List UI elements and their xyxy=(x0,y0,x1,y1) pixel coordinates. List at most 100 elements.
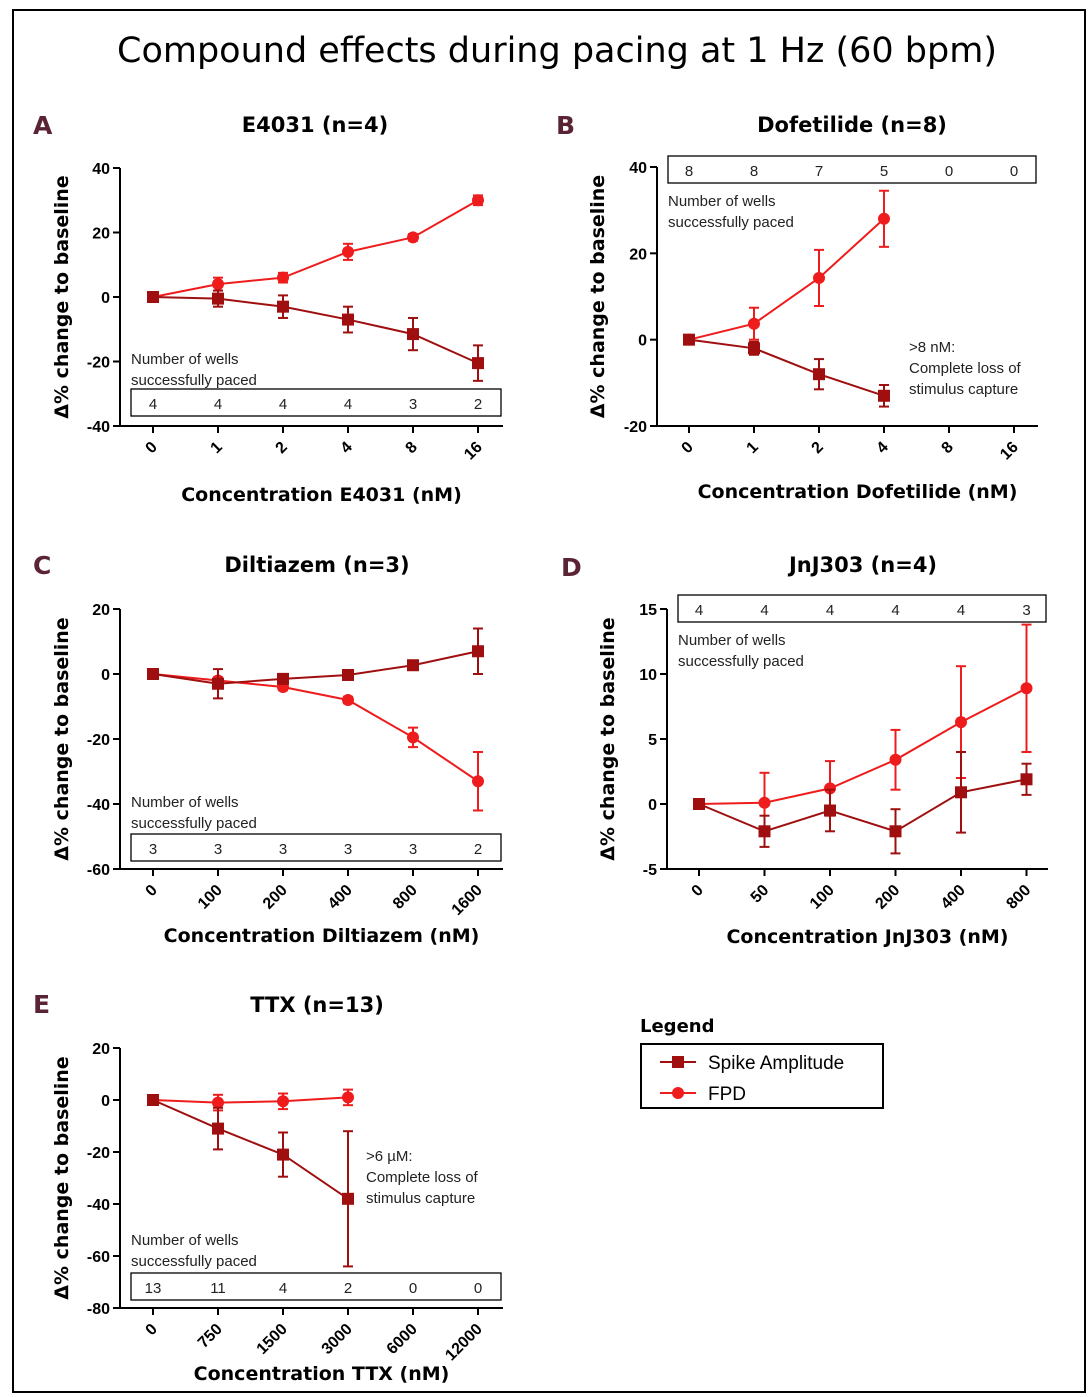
fpd-point xyxy=(342,1091,354,1104)
spike-amplitude-point xyxy=(212,292,224,305)
y-tick-label: 0 xyxy=(638,333,647,350)
legend-box xyxy=(640,1043,884,1109)
fpd-point xyxy=(277,271,289,284)
y-axis-label: Δ% change to baseline xyxy=(587,175,609,418)
wells-count: 4 xyxy=(214,396,222,413)
spike-amplitude-point xyxy=(955,786,967,799)
panel-D: D JnJ303 (n=4) -5 0 5 10 15 0 50 100 200 400 800 Co… xyxy=(561,553,1048,948)
y-tick-label: 0 xyxy=(101,1093,110,1110)
wells-box xyxy=(677,594,1047,623)
fpd-point xyxy=(889,753,902,766)
wells-count: 2 xyxy=(474,396,482,413)
panel-title-B: Dofetilide (n=8) xyxy=(757,113,947,137)
fpd-point xyxy=(212,278,224,291)
x-axis-label: Concentration JnJ303 (nM) xyxy=(726,926,1008,948)
fpd-line xyxy=(152,673,479,783)
wells-count: 4 xyxy=(760,602,768,619)
fpd-point xyxy=(472,194,484,207)
x-tick-label: 4 xyxy=(338,439,356,457)
wells-count: 2 xyxy=(344,1280,352,1297)
x-tick-label: 16 xyxy=(997,439,1022,464)
wells-count: 3 xyxy=(149,841,157,858)
wells-note: successfully paced xyxy=(668,214,794,231)
spike-amplitude-point xyxy=(472,357,484,370)
capture-loss-note: Complete loss of xyxy=(909,360,1022,377)
fpd-point xyxy=(1020,682,1033,695)
spike-amplitude-point xyxy=(342,668,354,681)
wells-count: 0 xyxy=(945,163,953,180)
spike-amplitude-point xyxy=(748,342,760,355)
y-axis-label: Δ% change to baseline xyxy=(597,617,619,860)
wells-count: 4 xyxy=(149,396,157,413)
wells-note: successfully paced xyxy=(678,653,804,670)
spike-amplitude-point xyxy=(147,1094,159,1106)
x-tick-label: 400 xyxy=(938,882,969,913)
x-tick-label: 100 xyxy=(195,882,226,913)
spike-amplitude-line xyxy=(152,296,479,365)
y-tick-label: -60 xyxy=(87,862,110,879)
x-tick-label: 8 xyxy=(939,439,957,457)
wells-count: 3 xyxy=(344,841,352,858)
spike-amplitude-point xyxy=(147,291,159,303)
wells-note: Number of wells xyxy=(131,794,239,811)
y-tick-label: -20 xyxy=(87,1145,110,1162)
wells-box xyxy=(130,388,502,417)
fpd-line xyxy=(688,218,885,341)
wells-count: 11 xyxy=(210,1280,226,1297)
x-axis-label: Concentration Dofetilide (nM) xyxy=(698,481,1018,503)
wells-count: 13 xyxy=(145,1280,162,1297)
wells-count: 7 xyxy=(815,163,823,180)
wells-note: Number of wells xyxy=(678,632,786,649)
panel-title-E: TTX (n=13) xyxy=(250,993,384,1017)
spike-amplitude-point xyxy=(758,825,771,838)
x-tick-label: 1600 xyxy=(449,882,486,919)
y-tick-label: 10 xyxy=(639,667,657,684)
x-tick-label: 800 xyxy=(390,882,421,913)
x-tick-label: 12000 xyxy=(442,1321,486,1365)
panel-label-A: A xyxy=(33,111,53,140)
spike-amplitude-point xyxy=(277,672,289,685)
spike-amplitude-point xyxy=(1020,773,1033,786)
spike-amplitude-point xyxy=(277,300,289,313)
fpd-point xyxy=(277,1095,289,1108)
x-tick-label: 16 xyxy=(461,439,486,464)
capture-loss-note: stimulus capture xyxy=(366,1190,475,1207)
spike-amplitude-point xyxy=(878,389,890,402)
figure-title: Compound effects during pacing at 1 Hz (… xyxy=(117,31,997,71)
fpd-point xyxy=(748,317,760,330)
y-tick-label: 20 xyxy=(92,1041,110,1058)
y-tick-label: -20 xyxy=(624,419,647,436)
y-tick-label: -80 xyxy=(87,1301,110,1318)
x-tick-label: 3000 xyxy=(319,1321,356,1358)
capture-loss-note: Complete loss of xyxy=(366,1169,479,1186)
wells-count: 3 xyxy=(409,841,417,858)
wells-count: 8 xyxy=(750,163,758,180)
wells-count: 3 xyxy=(214,841,222,858)
fpd-point xyxy=(472,775,484,788)
spike-amplitude-line xyxy=(688,338,885,397)
spike-amplitude-line xyxy=(698,778,1027,833)
y-tick-label: -20 xyxy=(87,355,110,372)
wells-count: 4 xyxy=(695,602,703,619)
capture-loss-note: >8 nM: xyxy=(909,339,955,356)
spike-amplitude-point xyxy=(277,1148,289,1161)
fpd-point xyxy=(824,782,836,795)
spike-amplitude-point xyxy=(683,333,695,346)
spike-amplitude-point xyxy=(147,668,159,680)
wells-note: successfully paced xyxy=(131,1253,257,1270)
panel-label-E: E xyxy=(33,990,50,1019)
fpd-point xyxy=(212,1096,224,1109)
panel-A: A E4031 (n=4) -40 -20 0 20 40 0 1 2 4 8 16 Concentr… xyxy=(33,111,503,506)
spike-amplitude-point xyxy=(813,368,825,381)
x-tick-label: 200 xyxy=(260,882,291,913)
wells-box xyxy=(667,155,1037,184)
wells-count: 3 xyxy=(1022,602,1030,619)
y-tick-label: 0 xyxy=(648,797,657,814)
spike-amplitude-point xyxy=(342,313,354,326)
spike-amplitude-point xyxy=(693,798,705,810)
wells-count: 0 xyxy=(409,1280,417,1297)
x-tick-label: 4 xyxy=(874,439,892,457)
y-tick-label: -40 xyxy=(87,797,110,814)
x-axis-label: Concentration E4031 (nM) xyxy=(181,484,462,506)
